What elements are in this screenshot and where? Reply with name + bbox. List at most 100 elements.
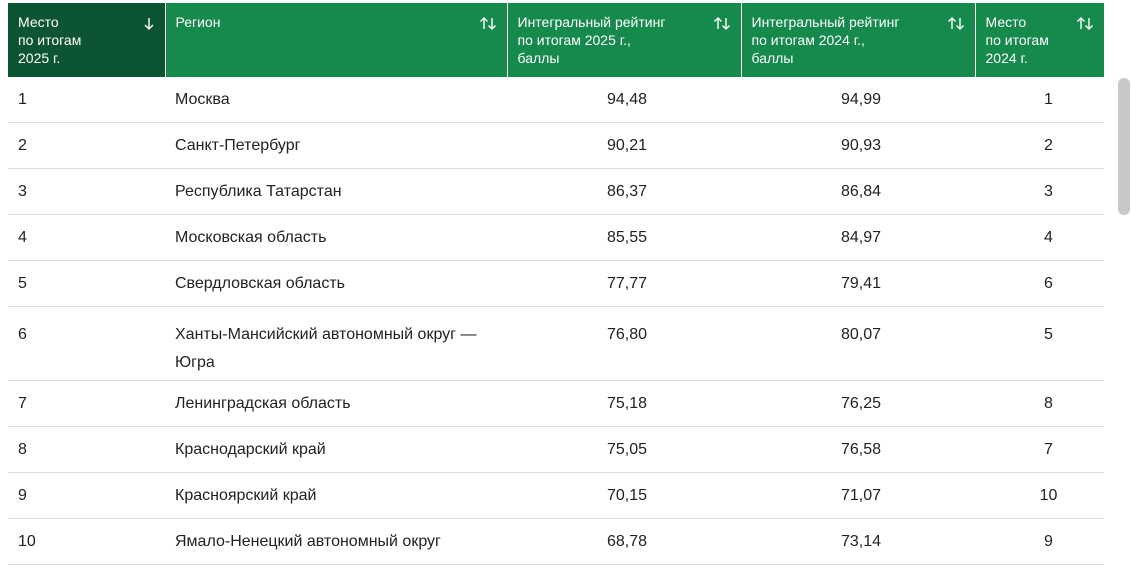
table-cell: 1 [8,77,165,123]
table-cell: 73,14 [741,518,975,565]
table-cell: 3 [8,168,165,215]
cell-text: 73,14 [840,532,881,550]
cell-text: 76,80 [606,326,647,343]
table-cell: 9 [975,518,1104,565]
column-header[interactable]: Место по итогам 2025 г. [8,3,165,77]
cell-text: 6 [1044,274,1053,292]
cell-text: 79,41 [840,274,881,292]
region: Ямало-Ненецкий автономный округ [175,532,441,550]
cell-text: 8 [18,440,27,458]
table-cell: 84,97 [741,214,975,261]
cell-text: 75,05 [606,440,647,458]
cell-text: 76,58 [840,440,881,458]
table-row: 5 Свердловская область 77,77 79,41 6 [8,260,1104,307]
table-cell: 6 [8,306,165,381]
cell-text: 2 [18,136,27,154]
region: Московская область [175,228,327,246]
column-header[interactable]: Интегральный рейтинг по итогам 2024 г., … [740,3,975,77]
cell-text: 3 [1044,182,1053,200]
cell-text: 86,37 [606,182,647,200]
cell-text: 86,84 [840,182,881,200]
region: Краснодарский край [175,440,326,458]
header-text: Интегральный рейтинг по итогам 2024 г., … [751,14,900,66]
table-cell: 94,99 [741,77,975,123]
cell-text: 10 [18,532,36,550]
header-text: Место по итогам 2025 г. [18,14,82,66]
table-cell: 68,78 [507,518,741,565]
table-cell: 86,37 [507,168,741,215]
region: Красноярский край [175,486,317,504]
cell-text: 9 [1044,532,1053,550]
cell-text: 84,97 [840,228,881,246]
header-text: Интегральный рейтинг по итогам 2025 г., … [517,14,666,66]
table-row: 1 Москва 94,48 94,99 1 [8,77,1104,123]
table-cell: 76,25 [741,380,975,427]
cell-text: 5 [18,274,27,292]
table-cell: 8 [975,380,1104,427]
sort-icon[interactable] [947,16,965,31]
table-row: 4 Московская область 85,55 84,97 4 [8,214,1104,261]
table-row: 9 Красноярский край 70,15 71,07 10 [8,472,1104,519]
table-cell: 1 [975,77,1104,123]
table-cell: 5 [8,260,165,307]
cell-text: 94,99 [840,90,881,108]
table-row: 3 Республика Татарстан 86,37 86,84 3 [8,168,1104,215]
table-cell: 94,48 [507,77,741,123]
table-cell: 79,41 [741,260,975,307]
table-cell: Москва [165,77,507,123]
table-cell: 5 [975,306,1104,381]
cell-text: 8 [1044,394,1053,412]
cell-text: 94,48 [606,90,647,108]
table-cell: 90,93 [741,122,975,169]
cell-text: 9 [18,486,27,504]
table-row: 6 Ханты-Мансийский автономный округ — Югр… [8,306,1104,381]
table-cell: Свердловская область [165,260,507,307]
header-text: Место по итогам 2024 г. [985,14,1049,66]
cell-text: 7 [18,394,27,412]
sort-icon[interactable] [1076,16,1094,31]
cell-text: 1 [18,90,27,108]
region: Республика Татарстан [175,182,342,200]
table-cell: 10 [975,472,1104,519]
cell-text: 4 [1044,228,1053,246]
header-text: Регион [175,14,221,30]
sort-icon[interactable] [713,16,731,31]
table-cell: Ханты-Мансийский автономный округ — Югра [165,306,507,381]
table-cell: 76,58 [741,426,975,473]
cell-text: 6 [18,326,27,343]
region: Москва [175,90,230,108]
table-cell: 2 [8,122,165,169]
table-cell: 90,21 [507,122,741,169]
scrollbar[interactable] [1118,78,1130,215]
table-cell: 75,18 [507,380,741,427]
cell-text: 2 [1044,136,1053,154]
column-header[interactable]: Регион [164,3,507,77]
table-cell: 2 [975,122,1104,169]
table-cell: 76,80 [507,306,741,381]
table-cell: 7 [8,380,165,427]
table-cell: 75,05 [507,426,741,473]
table-row: 10 Ямало-Ненецкий автономный округ 68,78 73… [8,518,1104,565]
cell-text: 75,18 [606,394,647,412]
sort-icon[interactable] [143,16,155,31]
cell-text: 80,07 [840,326,881,343]
table-cell: Санкт-Петербург [165,122,507,169]
cell-text: 71,07 [840,486,881,504]
cell-text: 5 [1044,326,1053,343]
table-cell: 8 [8,426,165,473]
table-cell: 4 [975,214,1104,261]
region: Свердловская область [175,274,345,292]
column-header[interactable]: Интегральный рейтинг по итогам 2025 г., … [506,3,741,77]
cell-text: 4 [18,228,27,246]
sort-icon[interactable] [479,16,497,31]
table-cell: 85,55 [507,214,741,261]
table-body: 1 Москва 94,48 94,99 1 2 Санкт-Петербург 90,21 9… [8,77,1104,565]
cell-text: 90,93 [840,136,881,154]
cell-text: 68,78 [606,532,647,550]
table-row: 2 Санкт-Петербург 90,21 90,93 2 [8,122,1104,169]
cell-text: 10 [1039,486,1058,504]
table-row: 8 Краснодарский край 75,05 76,58 7 [8,426,1104,473]
rating-table: Место по итогам 2025 г. Регион Интегральны… [8,3,1104,565]
column-header[interactable]: Место по итогам 2024 г. [974,3,1104,77]
